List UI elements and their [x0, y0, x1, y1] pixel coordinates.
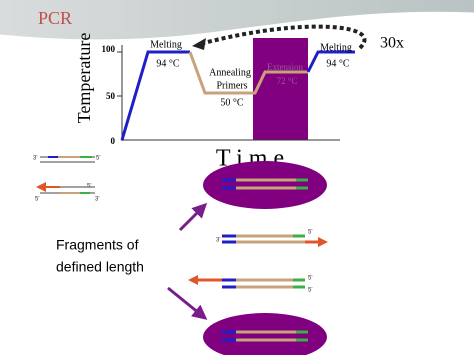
header-swoosh: [0, 11, 474, 43]
product-ellipse: [203, 161, 327, 209]
strand-arrowhead: [318, 237, 328, 247]
pointer-arrow: [167, 286, 208, 320]
cycle-arrow: [199, 24, 367, 50]
melting-line: [306, 50, 355, 73]
header-band: [0, 0, 474, 41]
cycle-arrowhead: [192, 38, 206, 50]
strand-end: 5': [308, 276, 312, 282]
strand-end: 5': [87, 184, 91, 190]
y-tick-label: 0: [111, 136, 116, 146]
strand-end: 5': [308, 288, 312, 294]
strand-arrowhead: [188, 275, 198, 285]
annealing-extension-line: [188, 51, 308, 95]
strand-arrowhead: [36, 182, 46, 192]
step-temp: 94 °C: [156, 58, 179, 69]
step-temp: 72 °C: [277, 76, 298, 86]
melting-line: [120, 50, 190, 141]
step-label: Extension: [267, 62, 303, 72]
y-tick-label: 50: [106, 91, 116, 101]
step-label: Annealing: [209, 67, 251, 78]
step-label: Melting: [150, 39, 182, 50]
pointer-arrow: [178, 202, 208, 232]
cycles-label: 30x: [380, 35, 404, 52]
strand-end: 3': [33, 156, 37, 162]
step-temp: 94 °C: [326, 58, 349, 69]
strand-end: 5': [35, 197, 39, 203]
y-axis-label: Temperature: [74, 33, 94, 124]
step-label: Primers: [216, 80, 247, 91]
fragments-label: Fragments of: [56, 237, 139, 253]
strands: [36, 156, 328, 342]
step-temp: 50 °C: [220, 97, 243, 108]
product-ellipse: [203, 313, 327, 355]
strand-end: 3': [216, 238, 220, 244]
strand-end: 5': [96, 156, 100, 162]
strand-end: 5': [308, 230, 312, 236]
step-label: Melting: [320, 42, 352, 53]
fragments-label: defined length: [56, 259, 144, 275]
extension-highlight: [253, 38, 308, 140]
strand-end: 3': [95, 197, 99, 203]
slide-title: PCR: [38, 8, 72, 28]
y-tick-label: 100: [102, 44, 116, 54]
